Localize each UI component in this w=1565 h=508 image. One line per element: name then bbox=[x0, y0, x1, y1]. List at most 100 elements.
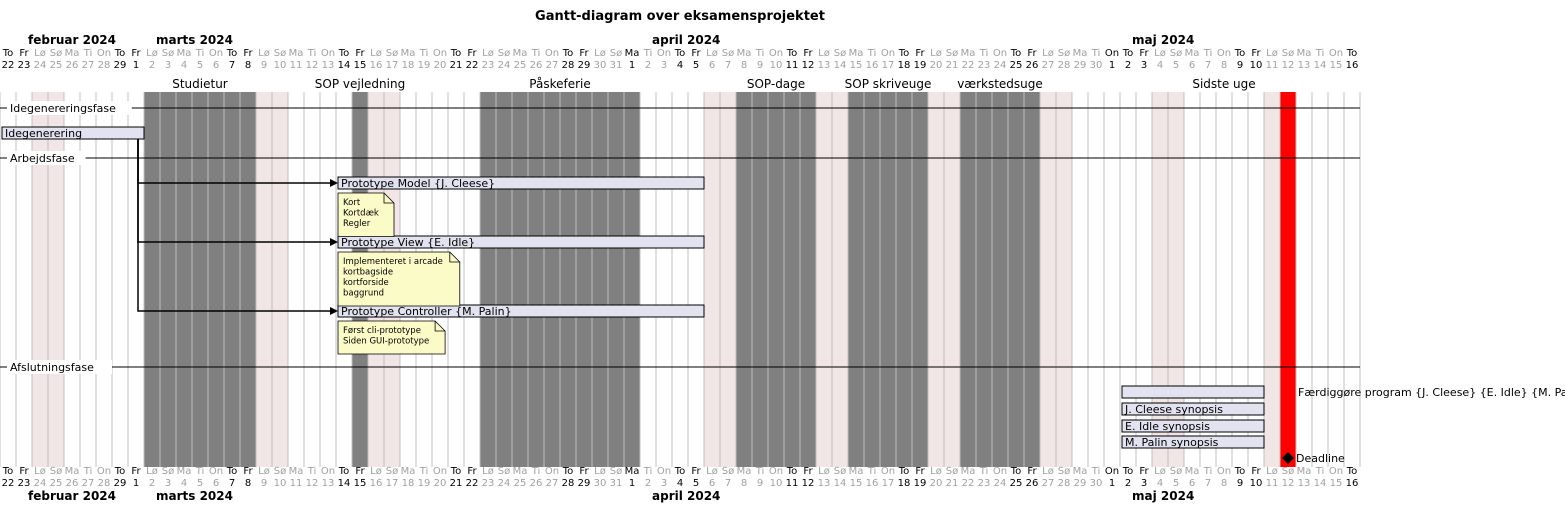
task-label: E. Idle synopsis bbox=[1125, 420, 1210, 433]
day-name-label: Fr bbox=[131, 48, 141, 59]
day-number-label: 24 bbox=[34, 60, 47, 71]
day-background bbox=[976, 92, 992, 467]
day-number-label: 4 bbox=[1157, 478, 1163, 489]
day-number-label: 18 bbox=[402, 60, 415, 71]
day-name-label: Ti bbox=[419, 466, 429, 477]
day-name-label: Ma bbox=[289, 48, 304, 59]
period-label: værkstedsuge bbox=[957, 77, 1043, 91]
day-name-label: Lø bbox=[34, 466, 46, 477]
day-number-label: 19 bbox=[914, 60, 927, 71]
day-number-label: 29 bbox=[1074, 60, 1087, 71]
day-name-label: Lø bbox=[930, 48, 942, 59]
note-box bbox=[337, 320, 446, 355]
day-name-label: Fr bbox=[803, 48, 813, 59]
day-number-label: 8 bbox=[1221, 478, 1227, 489]
day-number-label: 14 bbox=[1314, 60, 1327, 71]
day-background bbox=[512, 92, 528, 467]
day-name-label: Ma bbox=[1297, 48, 1312, 59]
note-fold bbox=[383, 193, 394, 204]
separator-label: Arbejdsfase bbox=[10, 152, 75, 165]
day-number-label: 14 bbox=[834, 60, 847, 71]
day-name-label: To bbox=[562, 48, 574, 59]
day-number-label: 17 bbox=[386, 478, 399, 489]
day-name-label: Sø bbox=[834, 48, 846, 59]
separator-label-bg bbox=[7, 151, 86, 165]
day-number-label: 17 bbox=[882, 60, 895, 71]
day-name-label: Sø bbox=[386, 466, 398, 477]
day-name-label: On bbox=[993, 48, 1007, 59]
day-name-label: Ti bbox=[195, 466, 205, 477]
month-label: maj 2024 bbox=[1132, 33, 1194, 47]
period-label: SOP vejledning bbox=[315, 77, 405, 91]
day-number-label: 12 bbox=[1282, 60, 1295, 71]
period-label: SOP-dage bbox=[747, 77, 805, 91]
day-name-label: On bbox=[433, 48, 447, 59]
day-number-label: 9 bbox=[261, 60, 267, 71]
month-label: april 2024 bbox=[652, 33, 720, 47]
day-name-label: To bbox=[226, 48, 238, 59]
day-number-label: 28 bbox=[1058, 478, 1071, 489]
day-name-label: Ma bbox=[401, 466, 416, 477]
day-number-label: 2 bbox=[1125, 60, 1131, 71]
day-number-label: 23 bbox=[18, 60, 31, 71]
day-background bbox=[928, 92, 944, 467]
day-background bbox=[32, 92, 48, 467]
note-text: Kortdæk bbox=[343, 209, 379, 219]
day-name-label: Ti bbox=[643, 466, 653, 477]
day-number-label: 17 bbox=[386, 60, 399, 71]
period-label: Studietur bbox=[172, 77, 228, 91]
day-name-label: Fr bbox=[915, 466, 925, 477]
day-name-label: Ti bbox=[643, 48, 653, 59]
day-name-label: Lø bbox=[370, 466, 382, 477]
day-name-label: Lø bbox=[594, 48, 606, 59]
day-number-label: 10 bbox=[770, 60, 783, 71]
day-name-label: Lø bbox=[930, 466, 942, 477]
day-number-label: 7 bbox=[229, 60, 235, 71]
day-number-label: 14 bbox=[1314, 478, 1327, 489]
day-number-label: 19 bbox=[418, 478, 431, 489]
day-name-label: Lø bbox=[1154, 466, 1166, 477]
day-name-label: On bbox=[321, 466, 335, 477]
task-label: Færdiggøre program {J. Cleese} {E. Idle}… bbox=[1298, 386, 1565, 399]
day-number-label: 5 bbox=[1173, 60, 1179, 71]
day-name-label: Sø bbox=[1282, 48, 1294, 59]
day-name-label: On bbox=[881, 466, 895, 477]
day-number-label: 22 bbox=[466, 478, 479, 489]
day-number-label: 28 bbox=[562, 60, 575, 71]
day-name-label: Fr bbox=[803, 466, 813, 477]
day-background bbox=[1008, 92, 1024, 467]
day-name-label: On bbox=[1217, 466, 1231, 477]
day-name-label: Fr bbox=[1139, 48, 1149, 59]
day-name-label: Fr bbox=[243, 48, 253, 59]
day-number-label: 30 bbox=[1090, 60, 1103, 71]
day-number-label: 29 bbox=[1074, 478, 1087, 489]
day-number-label: 13 bbox=[1298, 478, 1311, 489]
month-label: februar 2024 bbox=[28, 33, 116, 47]
day-number-label: 10 bbox=[770, 478, 783, 489]
day-name-label: Sø bbox=[386, 48, 398, 59]
milestone-diamond bbox=[1282, 452, 1294, 464]
period-label: Sidste uge bbox=[1192, 77, 1255, 91]
day-number-label: 27 bbox=[82, 478, 95, 489]
day-number-label: 24 bbox=[34, 478, 47, 489]
day-number-label: 28 bbox=[1058, 60, 1071, 71]
day-background bbox=[848, 92, 864, 467]
day-name-label: To bbox=[1122, 48, 1134, 59]
day-background bbox=[960, 92, 976, 467]
day-name-label: On bbox=[1217, 48, 1231, 59]
day-name-label: Ti bbox=[867, 466, 877, 477]
day-name-label: Ti bbox=[531, 466, 541, 477]
day-name-label: Sø bbox=[162, 48, 174, 59]
day-number-label: 26 bbox=[1026, 60, 1039, 71]
day-name-label: Ma bbox=[1297, 466, 1312, 477]
day-number-label: 11 bbox=[786, 478, 799, 489]
day-name-label: Fr bbox=[579, 466, 589, 477]
task-label: M. Palin synopsis bbox=[1125, 436, 1219, 449]
day-number-label: 14 bbox=[834, 478, 847, 489]
day-name-label: Ma bbox=[289, 466, 304, 477]
day-number-label: 26 bbox=[530, 60, 543, 71]
task-label: Idegenerering bbox=[5, 127, 82, 140]
day-name-label: Sø bbox=[610, 48, 622, 59]
day-number-label: 27 bbox=[546, 478, 559, 489]
day-number-label: 9 bbox=[757, 60, 763, 71]
